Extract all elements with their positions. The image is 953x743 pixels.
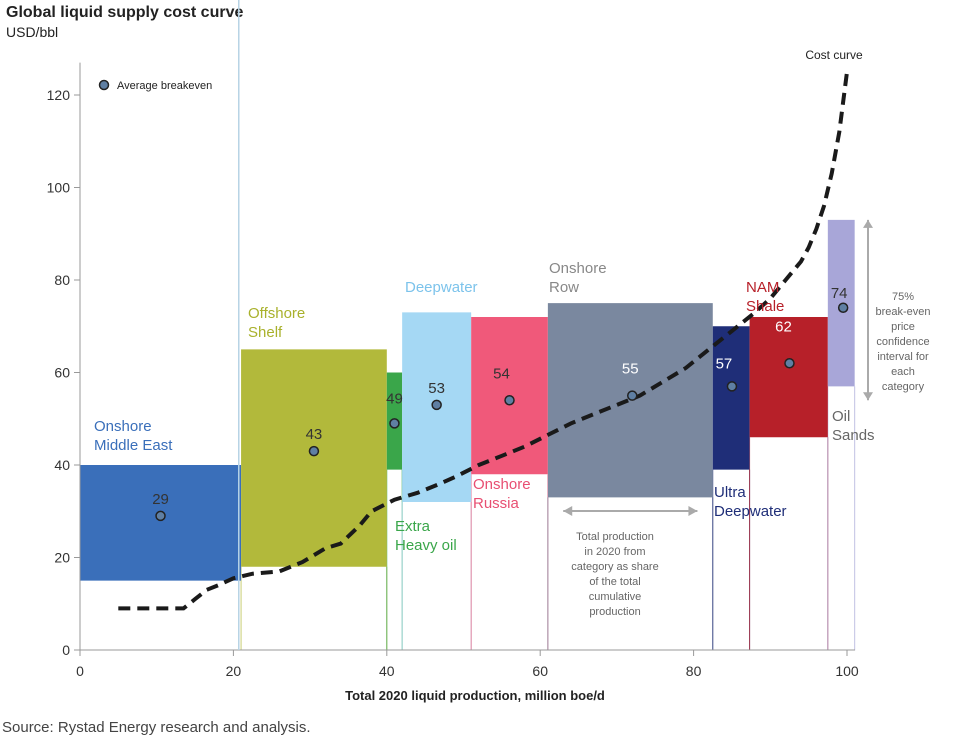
breakeven-marker <box>504 395 515 406</box>
breakeven-marker <box>389 418 400 429</box>
bar-offshore-shelf <box>241 349 387 567</box>
production-note-line: of the total <box>589 576 640 588</box>
category-label: Heavy oil <box>395 537 457 554</box>
y-tick-label: 20 <box>54 550 70 566</box>
confidence-note-line: interval for <box>877 351 929 363</box>
breakeven-value: 62 <box>775 318 792 335</box>
category-label: Onshore <box>94 418 152 435</box>
x-tick-label: 100 <box>835 663 859 679</box>
source-note: Source: Rystad Energy research and analy… <box>2 719 311 736</box>
production-note-line: cumulative <box>589 591 642 603</box>
category-outline <box>827 386 856 651</box>
category-label: Shale <box>746 298 784 315</box>
confidence-arrowhead-bottom <box>863 392 873 401</box>
breakeven-marker <box>837 302 849 313</box>
production-note-line: category as share <box>571 561 658 573</box>
breakeven-value: 54 <box>493 365 510 382</box>
x-tick-label: 40 <box>379 663 395 679</box>
production-note-line: in 2020 from <box>584 546 645 558</box>
confidence-note-line: price <box>891 321 915 333</box>
category-outline <box>547 497 714 651</box>
category-label: Russia <box>473 495 520 512</box>
breakeven-value: 49 <box>386 390 403 407</box>
category-label: Onshore <box>549 260 607 277</box>
cost-curve-line <box>118 71 849 611</box>
production-note-line: production <box>589 606 640 618</box>
y-tick-label: 100 <box>47 180 71 196</box>
breakeven-marker <box>155 510 166 522</box>
bar-onshore-middle-east <box>80 465 242 581</box>
cost-curve-label: Cost curve <box>805 48 863 62</box>
category-outline <box>749 437 829 651</box>
confidence-note-line: category <box>882 381 925 393</box>
category-label: Deepwater <box>714 503 787 520</box>
breakeven-marker <box>431 399 442 411</box>
confidence-note-line: break-even <box>875 306 930 318</box>
y-tick-label: 120 <box>47 87 71 103</box>
x-tick-label: 20 <box>226 663 242 679</box>
x-tick-label: 80 <box>686 663 702 679</box>
category-label: Offshore <box>248 305 305 322</box>
category-label: Deepwater <box>405 279 478 296</box>
category-label: Oil <box>832 408 850 425</box>
confidence-arrowhead-top <box>863 219 873 228</box>
breakeven-marker <box>626 390 638 401</box>
breakeven-marker <box>308 445 320 457</box>
legend-marker <box>98 79 110 91</box>
y-tick-label: 0 <box>62 642 70 658</box>
legend-label: Average breakeven <box>117 80 212 92</box>
category-label: Shelf <box>248 324 283 341</box>
bar-ultra-deepwater <box>712 326 750 470</box>
x-tick-label: 0 <box>76 663 84 679</box>
production-arrowhead-left <box>563 506 573 516</box>
breakeven-value: 57 <box>716 355 733 372</box>
breakeven-marker <box>784 358 795 369</box>
y-tick-label: 40 <box>54 457 70 473</box>
category-label: Onshore <box>473 476 531 493</box>
breakeven-value: 29 <box>152 491 169 508</box>
chart-title: Global liquid supply cost curve <box>6 4 244 21</box>
confidence-note-line: each <box>891 366 915 378</box>
category-label: NAM <box>746 279 779 296</box>
breakeven-value: 74 <box>831 285 848 302</box>
category-label: Ultra <box>714 484 746 501</box>
production-note-line: Total production <box>576 531 654 543</box>
y-tick-label: 80 <box>54 272 70 288</box>
category-label: Middle East <box>94 437 173 454</box>
breakeven-value: 55 <box>622 361 639 378</box>
breakeven-value: 53 <box>428 380 445 397</box>
bar-nam-shale <box>749 317 828 438</box>
breakeven-value: 43 <box>306 426 323 443</box>
breakeven-marker <box>726 381 738 392</box>
y-tick-label: 60 <box>54 365 70 381</box>
chart-unit: USD/bbl <box>6 24 59 40</box>
x-axis-title: Total 2020 liquid production, million bo… <box>345 688 605 703</box>
x-tick-label: 60 <box>532 663 548 679</box>
category-label: Extra <box>395 518 431 535</box>
category-label: Row <box>549 279 579 296</box>
confidence-note-line: 75% <box>892 291 914 303</box>
category-label: Sands <box>832 427 875 444</box>
confidence-note-line: confidence <box>876 336 929 348</box>
category-outline <box>240 566 388 651</box>
production-arrowhead-right <box>688 506 698 516</box>
